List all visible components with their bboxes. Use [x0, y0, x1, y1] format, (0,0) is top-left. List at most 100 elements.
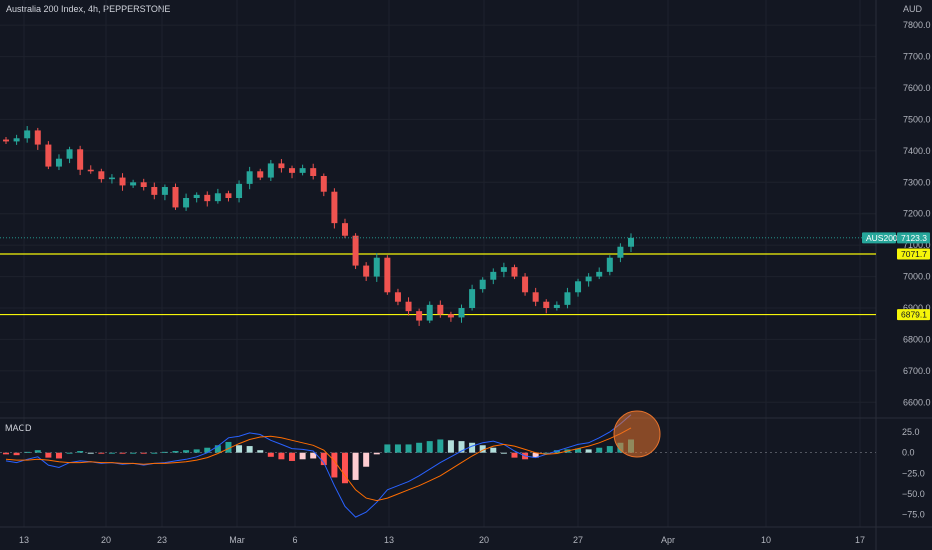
- time-tick-label: 6: [292, 535, 297, 545]
- price-tick-label: 7200.0: [903, 209, 931, 219]
- macd-histogram-bar: [511, 452, 518, 458]
- time-tick-label: 20: [479, 535, 489, 545]
- macd-histogram-bar: [87, 452, 94, 454]
- time-tick-label: Mar: [229, 535, 245, 545]
- candle-body: [553, 304, 560, 308]
- price-tick-label: 6600.0: [903, 397, 931, 407]
- macd-histogram-bar: [183, 450, 190, 453]
- macd-histogram-bar: [479, 445, 486, 453]
- macd-histogram-bar: [193, 449, 200, 453]
- candle-body: [24, 130, 31, 139]
- candle-body: [416, 311, 423, 321]
- candle-body: [384, 257, 391, 293]
- candle-body: [426, 304, 433, 321]
- candle-body: [500, 267, 507, 272]
- macd-histogram-bar: [119, 452, 126, 454]
- candle-body: [87, 169, 94, 172]
- macd-histogram-bar: [172, 451, 179, 453]
- macd-histogram-bar: [469, 442, 476, 453]
- macd-indicator-label: MACD: [5, 423, 32, 433]
- macd-histogram-bar: [341, 452, 348, 484]
- macd-histogram-bar: [204, 447, 211, 453]
- macd-histogram-bar: [596, 447, 603, 453]
- horizontal-levels: [0, 253, 876, 316]
- time-tick-label: 23: [157, 535, 167, 545]
- candle-body: [363, 265, 370, 277]
- macd-line: [5, 414, 632, 518]
- candle-body: [214, 193, 221, 202]
- candle-body: [352, 235, 359, 266]
- candle-body: [204, 194, 211, 202]
- macd-histogram-bar: [140, 452, 147, 454]
- macd-histogram-bar: [267, 452, 274, 457]
- candle-body: [267, 163, 274, 178]
- macd-tick-label: 0.0: [902, 448, 915, 458]
- time-tick-label: 13: [19, 535, 29, 545]
- chart-title: Australia 200 Index, 4h, PEPPERSTONE: [6, 4, 171, 14]
- candle-body: [532, 292, 539, 302]
- candle-body: [34, 130, 41, 145]
- candle-body: [394, 292, 401, 302]
- macd-histogram-bar: [458, 441, 465, 453]
- candle-body: [320, 176, 327, 192]
- signal-line: [5, 427, 632, 502]
- highlight-circle: [613, 410, 661, 458]
- candle-body: [490, 271, 497, 280]
- macd-histogram-bar: [437, 439, 444, 453]
- macd-histogram-bar: [13, 452, 20, 456]
- candle-body: [596, 271, 603, 277]
- macd-histogram-bar: [108, 452, 115, 454]
- candle-body: [13, 138, 20, 142]
- last-price-badge: AUS200 7123.3: [862, 232, 930, 244]
- price-tick-label: 6700.0: [903, 366, 931, 376]
- macd-histogram-bar: [426, 441, 433, 453]
- candle-body: [575, 281, 582, 293]
- candle-body: [437, 304, 444, 315]
- macd-histogram-bar: [331, 452, 338, 478]
- time-tick-label: 10: [761, 535, 771, 545]
- candle-body: [331, 191, 338, 224]
- candle-body: [479, 279, 486, 290]
- candle-body: [564, 292, 571, 305]
- macd-histogram-bar: [98, 452, 105, 454]
- macd-histogram-bar: [130, 452, 137, 454]
- candle-body: [183, 198, 190, 208]
- level-price-labels: 7071.7 6879.1: [897, 248, 930, 321]
- macd-histogram-bar: [447, 440, 454, 453]
- candle-body: [66, 149, 73, 159]
- price-tick-label: 6900.0: [903, 303, 931, 313]
- macd-axis-ticks: 25.0 0.0 −25.0 −50.0 −75.0: [902, 427, 925, 520]
- macd-histogram-bar: [55, 452, 62, 459]
- macd-histogram-bar: [161, 451, 168, 453]
- candle-body: [257, 171, 264, 178]
- macd-tick-label: 25.0: [902, 427, 920, 437]
- candle-body: [119, 177, 126, 186]
- last-price-value: 7123.3: [901, 233, 927, 243]
- macd-histogram-bar: [236, 445, 243, 453]
- macd-histogram-bar: [45, 452, 52, 458]
- time-tick-label: 27: [573, 535, 583, 545]
- time-tick-label: 17: [855, 535, 865, 545]
- candle-body: [617, 246, 624, 258]
- candle-body: [405, 301, 412, 312]
- last-price-symbol: AUS200: [866, 233, 898, 243]
- candle-body: [469, 289, 476, 308]
- candle-body: [236, 183, 243, 198]
- macd-histogram-bar: [299, 452, 306, 460]
- macd-histogram-bar: [384, 444, 391, 453]
- macd-histogram-bar: [320, 452, 327, 466]
- price-tick-label: 7700.0: [903, 52, 931, 62]
- macd-histogram-bar: [405, 444, 412, 453]
- candle-body: [161, 187, 168, 195]
- candle-body: [55, 158, 62, 167]
- macd-histogram-bar: [500, 452, 507, 454]
- candle-body: [246, 171, 253, 184]
- macd-histogram-bar: [585, 449, 592, 453]
- macd-histogram-bar: [363, 452, 370, 467]
- candle-body: [98, 171, 105, 180]
- macd-histogram-bar: [416, 442, 423, 453]
- chart-grid: [0, 0, 876, 527]
- candle-body: [193, 194, 200, 198]
- candle-body: [543, 301, 550, 308]
